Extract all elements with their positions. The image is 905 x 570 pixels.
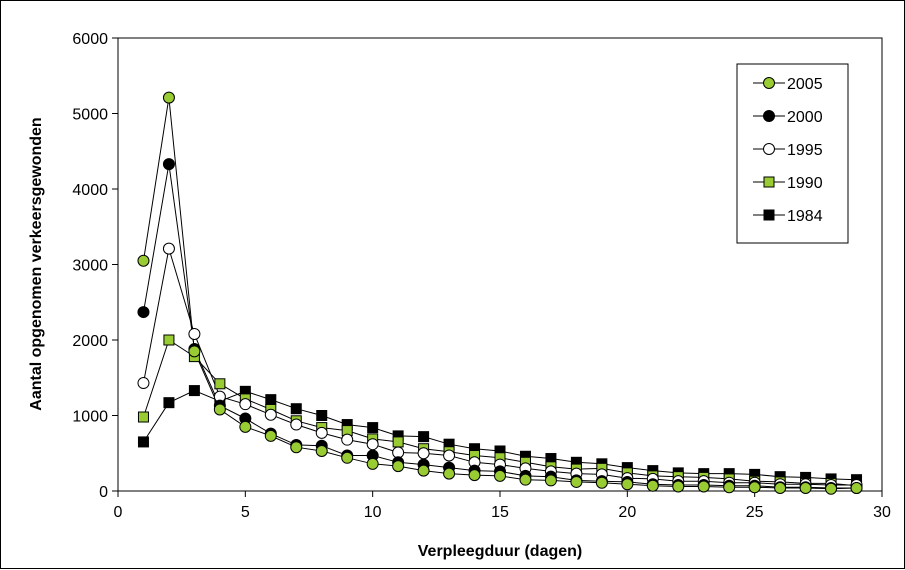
data-point-2000	[162, 158, 175, 171]
data-point-2005	[825, 482, 838, 495]
legend-box	[736, 63, 849, 244]
data-point-2005	[213, 403, 226, 416]
data-point-1990	[392, 436, 404, 448]
series-layer	[137, 91, 863, 495]
data-point-1984	[137, 436, 149, 448]
legend-item-1984: 1984	[753, 208, 823, 225]
x-tick-label: 10	[364, 504, 382, 521]
data-point-1984	[188, 385, 200, 397]
y-axis-title: Aantal opgenomen verkeersgewonden	[28, 117, 45, 410]
legend-label: 2005	[787, 76, 823, 93]
data-point-2005	[162, 91, 175, 104]
data-point-2000	[137, 306, 150, 319]
x-tick-label: 15	[491, 504, 509, 521]
data-point-1995	[417, 447, 430, 460]
x-axis-title: Verpleegduur (dagen)	[418, 543, 582, 560]
legend-marker	[763, 77, 775, 89]
y-tick-label: 3000	[72, 258, 108, 275]
x-tick-label: 5	[241, 504, 250, 521]
legend-item-2000: 2000	[753, 109, 823, 126]
data-point-1984	[316, 410, 328, 421]
legend: 2005 2000 1995 1990 1984	[736, 63, 849, 244]
x-tick-label: 0	[114, 504, 123, 521]
data-point-2005	[315, 444, 328, 457]
data-point-2005	[239, 420, 252, 433]
data-point-2005	[417, 464, 430, 477]
legend-item-2005: 2005	[753, 76, 823, 93]
y-tick-label: 1000	[72, 409, 108, 426]
data-point-2005	[570, 475, 583, 488]
data-point-2005	[799, 481, 812, 494]
data-point-2005	[443, 467, 456, 480]
y-tick-label: 2000	[72, 333, 108, 350]
series-markers-2005	[137, 91, 863, 495]
data-point-1990	[137, 411, 149, 423]
data-point-2005	[341, 451, 354, 464]
data-point-2005	[494, 469, 506, 482]
y-tick-label: 4000	[72, 182, 108, 199]
data-point-2005	[774, 481, 787, 494]
data-point-1995	[162, 242, 175, 255]
y-tick-label: 0	[99, 484, 108, 501]
data-point-1984	[265, 394, 277, 406]
data-point-1995	[341, 433, 354, 446]
data-point-2005	[468, 469, 481, 482]
data-point-2005	[723, 481, 736, 494]
legend-label: 1995	[787, 142, 823, 159]
data-point-2005	[621, 478, 634, 491]
legend-marker	[763, 143, 775, 155]
data-point-1984	[418, 431, 430, 443]
data-point-1984	[163, 397, 175, 409]
x-tick-label: 25	[746, 504, 764, 521]
data-point-1995	[443, 449, 456, 462]
data-point-1995	[239, 398, 252, 411]
legend-label: 1990	[787, 175, 823, 192]
data-point-2005	[544, 474, 557, 487]
legend-item-1995: 1995	[753, 142, 823, 159]
legend-label: 1984	[787, 208, 823, 225]
data-point-2005	[519, 473, 532, 486]
data-point-2005	[137, 254, 150, 267]
y-axis: 0 1000 2000 3000 4000 5000 6000	[72, 31, 118, 501]
y-tick-label: 5000	[72, 107, 108, 124]
data-point-2005	[290, 441, 303, 454]
data-point-1995	[137, 377, 150, 390]
data-point-2005	[188, 345, 201, 358]
data-point-2005	[595, 476, 608, 489]
data-point-2005	[748, 481, 761, 494]
data-point-1984	[367, 422, 379, 434]
x-tick-label: 20	[618, 504, 636, 521]
series-markers-1995	[137, 242, 863, 491]
data-point-2005	[646, 479, 659, 492]
data-point-1984	[290, 403, 302, 415]
data-point-2005	[850, 481, 863, 494]
data-point-1995	[264, 408, 277, 421]
legend-marker	[763, 110, 775, 122]
data-point-2005	[366, 457, 379, 470]
data-point-1990	[163, 334, 175, 346]
data-point-1995	[188, 327, 201, 340]
legend-label: 2000	[787, 109, 823, 126]
data-point-1990	[214, 378, 226, 390]
legend-item-1990: 1990	[753, 175, 823, 192]
x-axis: 0 5 10 15 20 25 30	[114, 491, 891, 521]
legend-marker	[763, 176, 775, 188]
data-point-2005	[672, 480, 685, 493]
data-point-2005	[697, 480, 710, 493]
data-point-1995	[315, 426, 328, 439]
x-tick-label: 30	[873, 504, 891, 521]
data-point-1995	[366, 438, 379, 451]
y-tick-label: 6000	[72, 31, 108, 48]
data-point-2005	[264, 429, 277, 442]
data-point-1995	[290, 418, 303, 431]
legend-marker	[763, 209, 775, 221]
data-point-2005	[392, 460, 405, 473]
